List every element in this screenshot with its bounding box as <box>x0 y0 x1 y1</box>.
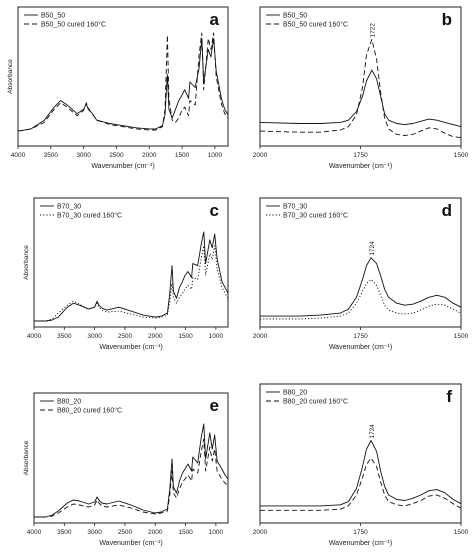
series-line-2 <box>34 245 229 322</box>
legend-entry: B70_30 cured 160°C <box>283 212 348 220</box>
legend-entry: B50_50 cured 160°C <box>283 21 348 29</box>
plot-frame <box>17 6 229 147</box>
series-line-1 <box>260 440 462 507</box>
panel-c: 4000 3500 3000 2500 2000 1500 1000 Wavenumber (… <box>23 197 229 351</box>
y-axis-title: Absorbance <box>7 59 14 94</box>
x-tick-label: 2000 <box>253 333 268 340</box>
legend-entry: B80_20 <box>283 390 307 397</box>
plot-frame <box>33 197 229 328</box>
peak-label: 1724 <box>369 424 376 439</box>
series-line-2 <box>17 32 229 132</box>
x-tick-label: 3500 <box>57 529 72 536</box>
series-line-1 <box>17 38 229 132</box>
legend-entry: B80_20 <box>57 399 81 406</box>
x-tick-label: 1500 <box>178 529 193 536</box>
legend-entry: B80_20 cured 160°C <box>57 407 122 415</box>
x-tick-label: 1500 <box>454 333 469 340</box>
x-tick-label: 1000 <box>208 152 223 159</box>
x-tick-label: 2500 <box>109 152 124 159</box>
x-tick-label: 2500 <box>118 529 133 536</box>
x-tick-label: 1500 <box>178 333 193 340</box>
x-tick-label: 4000 <box>11 152 26 159</box>
panel-e: 4000 3500 3000 2500 2000 1500 1000 Wavenumber (… <box>23 392 229 547</box>
panel-letter: d <box>442 201 452 220</box>
peak-label: 1722 <box>370 23 377 38</box>
x-tick-label: 4000 <box>27 333 42 340</box>
panel-letter: f <box>446 387 452 406</box>
series-line-1 <box>34 423 229 518</box>
plot-frame <box>33 392 229 524</box>
x-tick-label: 1750 <box>353 333 368 340</box>
panel-f: 2000 1750 1500 Wavenumber (cm⁻¹) B80_20B80_2… <box>253 383 469 547</box>
series-line-1 <box>260 257 462 317</box>
x-tick-label: 4000 <box>27 529 42 536</box>
legend-entry: B70_30 <box>283 204 307 211</box>
x-axis-title: Wavenumber (cm⁻¹) <box>329 540 392 547</box>
legend-entry: B70_30 <box>57 204 81 211</box>
x-tick-label: 2500 <box>118 333 133 340</box>
series-line-2 <box>259 39 462 139</box>
legend-entry: B80_20 cured 160°C <box>283 398 348 406</box>
x-tick-label: 1750 <box>353 529 368 536</box>
x-axis-title: Wavenumber (cm⁻¹) <box>91 163 154 170</box>
x-tick-label: 2000 <box>148 333 163 340</box>
x-tick-label: 2000 <box>148 529 163 536</box>
series-line-2 <box>260 278 462 320</box>
peak-label: 1724 <box>369 241 376 256</box>
x-axis-title: Wavenumber (cm⁻¹) <box>329 344 392 351</box>
x-axis-title: Wavenumber (cm⁻¹) <box>99 344 162 351</box>
x-tick-label: 1000 <box>209 333 224 340</box>
x-tick-label: 3500 <box>57 333 72 340</box>
y-axis-title: Absorbance <box>23 440 30 475</box>
y-axis-title: Absorbance <box>23 245 30 280</box>
panel-letter: b <box>442 10 452 29</box>
x-tick-label: 1500 <box>175 152 190 159</box>
panel-letter: c <box>210 201 219 220</box>
legend-entry: B70_30 cured 160°C <box>57 212 122 220</box>
legend-entry: B50_50 cured 160°C <box>41 21 106 29</box>
x-tick-label: 3500 <box>44 152 59 159</box>
series-line-1 <box>34 231 229 322</box>
x-tick-label: 3000 <box>87 529 102 536</box>
x-tick-label: 3000 <box>87 333 102 340</box>
series-line-2 <box>260 457 462 511</box>
x-tick-label: 1500 <box>454 152 469 159</box>
x-tick-label: 1750 <box>353 152 368 159</box>
x-tick-label: 1000 <box>209 529 224 536</box>
legend-entry: B50_50 <box>41 13 65 20</box>
legend-entry: B50_50 <box>283 13 307 20</box>
x-tick-label: 2000 <box>253 529 268 536</box>
x-tick-label: 3000 <box>76 152 91 159</box>
panel-letter: a <box>210 10 220 29</box>
x-tick-label: 2000 <box>253 152 268 159</box>
x-tick-label: 1500 <box>454 529 469 536</box>
x-tick-label: 2000 <box>142 152 157 159</box>
panel-d: 2000 1750 1500 Wavenumber (cm⁻¹) B70_30B70_3… <box>253 197 469 351</box>
panel-letter: e <box>210 396 219 415</box>
x-axis-title: Wavenumber (cm⁻¹) <box>329 163 392 170</box>
panel-b: 2000 1750 1500 Wavenumber (cm⁻¹) B50_50B50_5… <box>253 6 469 170</box>
panel-a: 4000 3500 3000 2500 2000 1500 1000 Wavenumber (… <box>7 6 229 170</box>
x-axis-title: Wavenumber (cm⁻¹) <box>99 540 162 547</box>
series-line-1 <box>259 69 462 128</box>
